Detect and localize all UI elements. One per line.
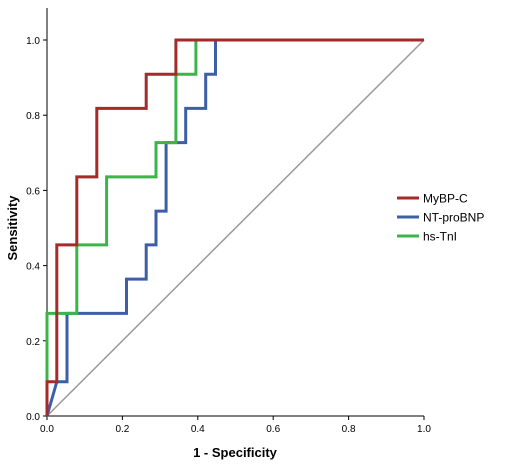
x-tick-label: 0.8: [342, 424, 356, 435]
legend-label: hs-TnI: [423, 230, 457, 244]
x-tick-label: 1.0: [417, 424, 431, 435]
y-tick-label: 1.0: [26, 36, 40, 47]
x-tick-label: 0.2: [115, 424, 129, 435]
legend-label: MyBP-C: [423, 192, 468, 206]
x-axis-title: 1 - Specificity: [193, 445, 278, 460]
y-tick-label: 0.2: [26, 337, 40, 348]
y-tick-label: 0.8: [26, 111, 40, 122]
x-tick-label: 0.6: [266, 424, 280, 435]
series-line-hs-tni: [45, 38, 424, 416]
reference-diagonal-line: [46, 39, 425, 417]
x-tick-label: 0.4: [191, 424, 205, 435]
series-line-mybp-c: [45, 38, 424, 416]
y-tick-label: 0.0: [26, 412, 40, 423]
x-tick-label: 0.0: [40, 424, 54, 435]
legend: MyBP-C NT-proBNP hs-TnI: [397, 192, 484, 244]
y-tick-label: 0.4: [26, 262, 40, 273]
legend-label: NT-proBNP: [423, 211, 484, 225]
y-tick-label: 0.6: [26, 186, 40, 197]
y-axis-title: Sensitivity: [5, 195, 20, 261]
plot-area: 0.0 0.2 0.4 0.6 0.8 1.0 0.0 0.2 0.4 0.6 0.8 1.0: [26, 8, 431, 435]
